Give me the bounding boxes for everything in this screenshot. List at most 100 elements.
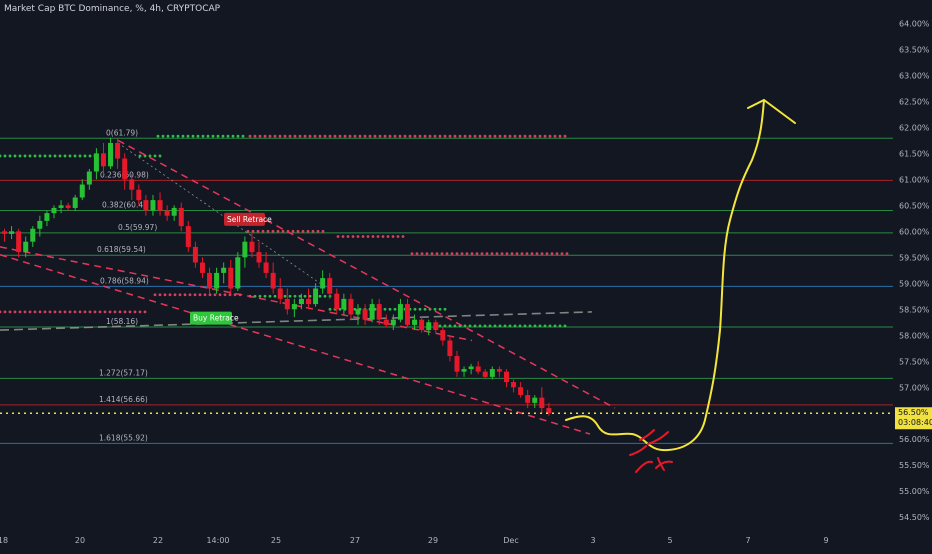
candle[interactable]	[199, 257, 205, 279]
candle[interactable]	[376, 298, 382, 325]
fib-label: 1.272(57.17)	[99, 368, 148, 377]
candle[interactable]	[150, 194, 156, 216]
candle[interactable]	[157, 192, 163, 216]
dot-indicator	[156, 134, 245, 138]
candle[interactable]	[37, 215, 43, 237]
candle[interactable]	[122, 153, 128, 190]
candle[interactable]	[532, 395, 538, 409]
candle[interactable]	[235, 252, 241, 292]
candle[interactable]	[298, 293, 304, 310]
candle[interactable]	[100, 142, 106, 175]
candle[interactable]	[16, 228, 22, 258]
candle[interactable]	[185, 220, 191, 253]
candle[interactable]	[23, 236, 29, 258]
candle[interactable]	[454, 350, 460, 377]
candle[interactable]	[334, 288, 340, 315]
fib-label: 0.786(58.94)	[100, 276, 149, 285]
candles[interactable]	[2, 137, 552, 416]
candle[interactable]	[51, 205, 57, 219]
price-tag-countdown: 03:08:40	[898, 418, 932, 427]
candle[interactable]	[489, 366, 495, 380]
candle[interactable]	[362, 304, 368, 325]
lower-trendline	[0, 253, 591, 435]
candle[interactable]	[447, 335, 453, 362]
candle[interactable]	[93, 148, 99, 180]
candle[interactable]	[496, 366, 502, 377]
candle[interactable]	[518, 382, 524, 398]
candle[interactable]	[192, 241, 198, 268]
fib-label: 0.382(60.4)	[102, 201, 146, 210]
candle[interactable]	[2, 228, 7, 242]
candle[interactable]	[108, 137, 114, 169]
sell-retrace-label[interactable]: Sell Retrace	[224, 212, 272, 226]
y-tick-label: 55.00%	[899, 487, 930, 496]
candle[interactable]	[136, 184, 142, 206]
candle[interactable]	[313, 283, 319, 307]
candle[interactable]	[263, 252, 269, 279]
candle[interactable]	[426, 319, 432, 336]
x-tick-label: 9	[823, 536, 828, 545]
fib-label: 1.618(55.92)	[99, 433, 148, 442]
candle[interactable]	[412, 314, 418, 331]
candle[interactable]	[249, 233, 255, 258]
candle[interactable]	[129, 174, 135, 201]
candle[interactable]	[256, 241, 262, 268]
candle[interactable]	[511, 379, 517, 393]
candle[interactable]	[320, 270, 326, 294]
candle[interactable]	[327, 272, 333, 299]
candle[interactable]	[58, 200, 64, 214]
candle[interactable]	[355, 304, 361, 325]
candle[interactable]	[115, 137, 121, 169]
projection-drawing	[565, 99, 765, 452]
dot-indicator	[410, 252, 569, 256]
upper-trendline	[117, 139, 616, 409]
candle[interactable]	[9, 226, 15, 240]
candle[interactable]	[72, 194, 78, 211]
candle[interactable]	[178, 202, 184, 232]
candle[interactable]	[397, 298, 403, 323]
candle[interactable]	[277, 278, 283, 305]
candle[interactable]	[404, 298, 410, 328]
candle[interactable]	[171, 205, 177, 221]
candle[interactable]	[44, 210, 50, 227]
y-tick-label: 56.00%	[899, 435, 930, 444]
candle[interactable]	[270, 262, 276, 294]
candle[interactable]	[79, 179, 85, 201]
candle[interactable]	[475, 361, 481, 375]
candle[interactable]	[341, 293, 347, 315]
y-tick-label: 60.00%	[899, 227, 930, 236]
buy-retrace-label[interactable]: Buy Retrace	[190, 311, 239, 325]
candle[interactable]	[221, 262, 227, 284]
candle[interactable]	[525, 389, 531, 409]
candle[interactable]	[461, 366, 467, 377]
candle[interactable]	[214, 267, 220, 294]
candle[interactable]	[65, 202, 71, 211]
candle[interactable]	[390, 314, 396, 331]
candle[interactable]	[419, 317, 425, 333]
candle[interactable]	[539, 387, 545, 414]
candle[interactable]	[482, 369, 488, 380]
candle[interactable]	[228, 259, 234, 294]
candle[interactable]	[306, 288, 312, 310]
candle[interactable]	[383, 314, 389, 328]
candle[interactable]	[242, 236, 248, 268]
candle[interactable]	[30, 226, 36, 247]
candle[interactable]	[207, 267, 213, 294]
candle[interactable]	[503, 369, 509, 388]
candle[interactable]	[348, 293, 354, 320]
candle[interactable]	[546, 402, 552, 416]
candle[interactable]	[86, 168, 92, 190]
candle[interactable]	[143, 194, 149, 216]
candle[interactable]	[369, 298, 375, 323]
candle[interactable]	[468, 363, 474, 375]
candle[interactable]	[164, 205, 170, 221]
candle[interactable]	[284, 288, 290, 315]
candle[interactable]	[440, 327, 446, 346]
fib-retracement[interactable]: 0(61.79)0.236(60.98)0.382(60.4)0.5(59.97…	[0, 128, 893, 444]
y-tick-label: 59.50%	[899, 253, 930, 262]
candle[interactable]	[433, 319, 439, 333]
candle[interactable]	[291, 298, 297, 318]
price-tag: 56.50%03:08:40	[895, 407, 932, 430]
